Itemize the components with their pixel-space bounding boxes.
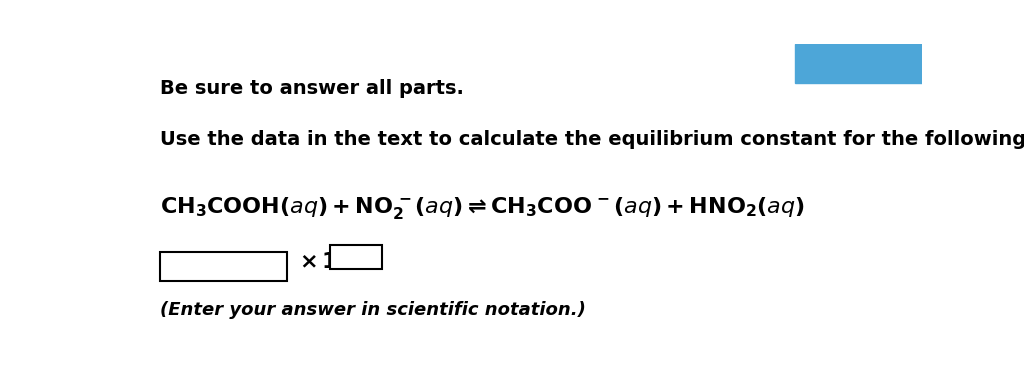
- Text: (Enter your answer in scientific notation.): (Enter your answer in scientific notatio…: [160, 301, 586, 319]
- Text: Use the data in the text to calculate the equilibrium constant for the following: Use the data in the text to calculate th…: [160, 130, 1024, 149]
- Text: $\mathbf{CH_3COOH(}$$\mathit{aq}$$\mathbf{) + NO_2^{\,-}(}$$\mathit{aq}$$\mathbf: $\mathbf{CH_3COOH(}$$\mathit{aq}$$\mathb…: [160, 195, 805, 221]
- Text: Be sure to answer all parts.: Be sure to answer all parts.: [160, 78, 464, 98]
- Text: $\mathbf{\times\,10}$: $\mathbf{\times\,10}$: [299, 252, 353, 272]
- Bar: [331, 245, 382, 269]
- Bar: [795, 44, 922, 83]
- Bar: [160, 252, 287, 281]
